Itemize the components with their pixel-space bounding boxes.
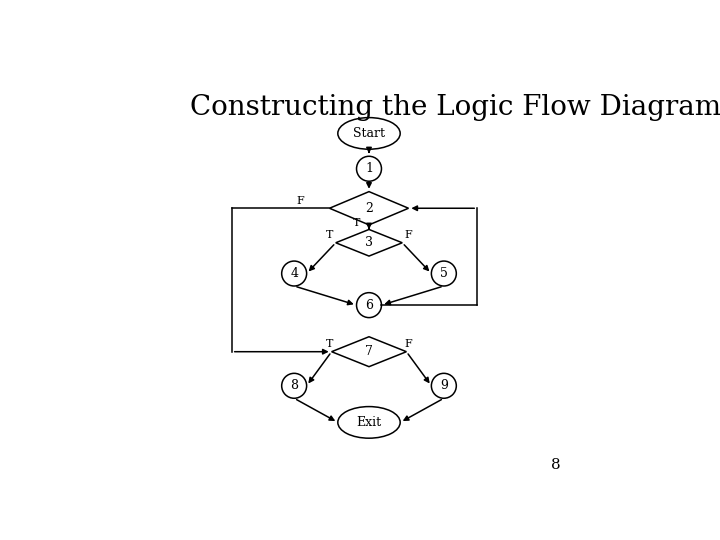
Text: F: F <box>297 196 305 206</box>
Text: 1: 1 <box>365 162 373 176</box>
Text: 7: 7 <box>365 345 373 358</box>
Text: Constructing the Logic Flow Diagram: Constructing the Logic Flow Diagram <box>190 94 720 121</box>
Text: 5: 5 <box>440 267 448 280</box>
Text: F: F <box>405 230 413 240</box>
Text: 8: 8 <box>290 379 298 392</box>
Text: T: T <box>326 339 333 349</box>
Text: 3: 3 <box>365 237 373 249</box>
Text: 9: 9 <box>440 379 448 392</box>
Text: 8: 8 <box>551 458 560 472</box>
Text: 6: 6 <box>365 299 373 312</box>
Text: Start: Start <box>353 127 385 140</box>
Text: 2: 2 <box>365 202 373 215</box>
Text: Exit: Exit <box>356 416 382 429</box>
Text: F: F <box>405 339 413 349</box>
Text: T: T <box>353 218 360 228</box>
Text: 4: 4 <box>290 267 298 280</box>
Text: T: T <box>326 230 333 240</box>
